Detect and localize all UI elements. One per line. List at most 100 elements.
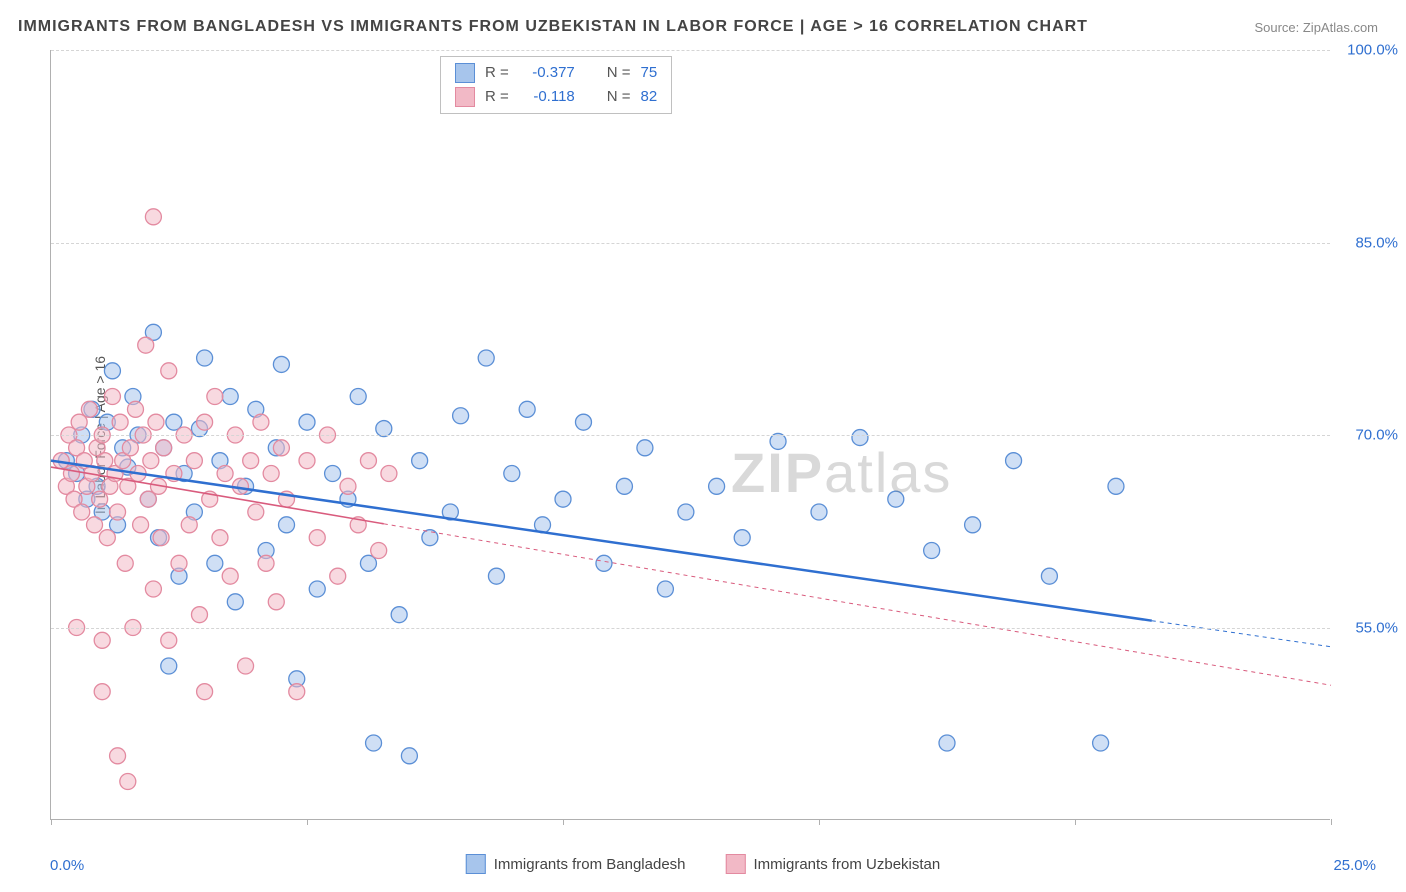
data-point	[888, 491, 904, 507]
data-point	[1006, 453, 1022, 469]
legend-swatch	[466, 854, 486, 874]
data-point	[263, 466, 279, 482]
data-point	[422, 530, 438, 546]
data-point	[253, 414, 269, 430]
data-point	[217, 466, 233, 482]
data-point	[811, 504, 827, 520]
x-tick	[51, 819, 52, 825]
data-point	[248, 504, 264, 520]
series-name: Immigrants from Uzbekistan	[754, 856, 941, 873]
data-point	[924, 543, 940, 559]
data-point	[678, 504, 694, 520]
y-tick-label: 70.0%	[1355, 427, 1398, 444]
data-point	[616, 478, 632, 494]
data-point	[207, 555, 223, 571]
data-point	[112, 414, 128, 430]
data-point	[171, 555, 187, 571]
data-point	[309, 581, 325, 597]
x-tick	[563, 819, 564, 825]
data-point	[734, 530, 750, 546]
data-point	[197, 414, 213, 430]
data-point	[657, 581, 673, 597]
data-point	[965, 517, 981, 533]
data-point	[478, 350, 494, 366]
legend-n-label: N =	[607, 61, 631, 85]
legend-swatch	[455, 87, 475, 107]
data-point	[596, 555, 612, 571]
data-point	[555, 491, 571, 507]
data-point	[94, 632, 110, 648]
data-point	[273, 440, 289, 456]
data-point	[575, 414, 591, 430]
legend-n-value: 82	[641, 85, 658, 109]
data-point	[1093, 735, 1109, 751]
data-point	[161, 658, 177, 674]
data-point	[104, 389, 120, 405]
data-point	[289, 684, 305, 700]
data-point	[110, 504, 126, 520]
x-tick	[1331, 819, 1332, 825]
data-point	[87, 517, 103, 533]
legend-r-value: -0.118	[519, 85, 575, 109]
data-point	[299, 414, 315, 430]
data-point	[325, 466, 341, 482]
data-point	[637, 440, 653, 456]
data-point	[222, 568, 238, 584]
y-tick-label: 85.0%	[1355, 234, 1398, 251]
data-point	[161, 363, 177, 379]
data-point	[258, 555, 274, 571]
data-point	[401, 748, 417, 764]
data-point	[110, 748, 126, 764]
data-point	[273, 356, 289, 372]
data-point	[709, 478, 725, 494]
data-point	[181, 517, 197, 533]
data-point	[1041, 568, 1057, 584]
gridline	[51, 243, 1330, 244]
correlation-legend: R =-0.377N =75R =-0.118N =82	[440, 56, 672, 114]
data-point	[74, 504, 90, 520]
gridline	[51, 435, 1330, 436]
chart-plot-area: In Labor Force | Age > 16 ZIPatlas 55.0%…	[50, 50, 1330, 820]
data-point	[1108, 478, 1124, 494]
data-point	[412, 453, 428, 469]
data-point	[268, 594, 284, 610]
data-point	[360, 453, 376, 469]
data-point	[852, 430, 868, 446]
data-point	[222, 389, 238, 405]
legend-r-value: -0.377	[519, 61, 575, 85]
data-point	[127, 401, 143, 417]
data-point	[366, 735, 382, 751]
gridline	[51, 50, 1330, 51]
data-point	[243, 453, 259, 469]
regression-line-dashed	[384, 524, 1331, 685]
regression-line-dashed	[1152, 621, 1331, 647]
data-point	[350, 389, 366, 405]
data-point	[238, 658, 254, 674]
legend-r-label: R =	[485, 61, 509, 85]
data-point	[148, 414, 164, 430]
data-point	[212, 530, 228, 546]
data-point	[191, 607, 207, 623]
source-label: Source: ZipAtlas.com	[1254, 20, 1378, 35]
data-point	[504, 466, 520, 482]
legend-row: R =-0.377N =75	[455, 61, 657, 85]
series-name: Immigrants from Bangladesh	[494, 856, 686, 873]
data-point	[186, 453, 202, 469]
data-point	[81, 401, 97, 417]
data-point	[143, 453, 159, 469]
data-point	[122, 440, 138, 456]
x-axis-min-label: 0.0%	[50, 857, 84, 874]
data-point	[299, 453, 315, 469]
data-point	[133, 517, 149, 533]
data-point	[145, 581, 161, 597]
data-point	[161, 632, 177, 648]
data-point	[138, 337, 154, 353]
data-point	[197, 684, 213, 700]
x-tick	[307, 819, 308, 825]
data-point	[453, 408, 469, 424]
data-point	[104, 363, 120, 379]
data-point	[197, 350, 213, 366]
x-axis-max-label: 25.0%	[1333, 857, 1376, 874]
data-point	[519, 401, 535, 417]
data-point	[117, 555, 133, 571]
